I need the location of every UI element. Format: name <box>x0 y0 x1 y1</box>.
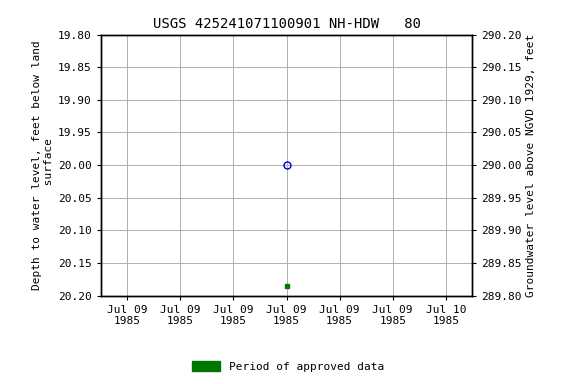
Y-axis label: Depth to water level, feet below land
 surface: Depth to water level, feet below land su… <box>32 40 54 290</box>
Legend: Period of approved data: Period of approved data <box>188 357 388 377</box>
Y-axis label: Groundwater level above NGVD 1929, feet: Groundwater level above NGVD 1929, feet <box>526 33 536 297</box>
Title: USGS 425241071100901 NH-HDW   80: USGS 425241071100901 NH-HDW 80 <box>153 17 420 31</box>
